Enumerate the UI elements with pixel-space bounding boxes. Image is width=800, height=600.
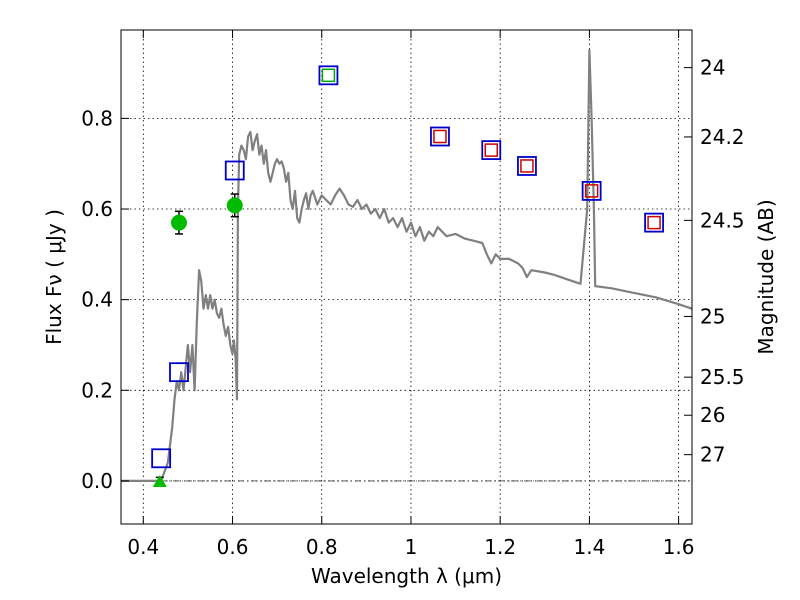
square-marker [517, 156, 537, 176]
x-tick-label: 1 [405, 535, 418, 559]
square-marker [433, 129, 447, 144]
right-tick-label: 24.2 [700, 125, 745, 149]
right-tick-label: 24.5 [700, 208, 745, 232]
y-tick-label: 0.2 [81, 378, 113, 402]
right-tick-label: 24 [700, 56, 725, 80]
square-marker [644, 212, 664, 233]
right-tick-label: 25.5 [700, 365, 745, 389]
x-axis-label: Wavelength λ (μm) [311, 564, 502, 588]
square-marker [318, 65, 339, 86]
square-marker [647, 215, 661, 230]
square-marker [581, 180, 602, 201]
square-marker [169, 362, 189, 383]
plot-frame [120, 29, 693, 525]
y-tick-label: 0.0 [81, 469, 113, 493]
sed-model-line [121, 49, 693, 482]
y-tick-label: 0.4 [81, 288, 113, 312]
circle-marker [226, 197, 243, 214]
square-marker [584, 184, 599, 198]
x-tick-label: 1.2 [484, 535, 516, 559]
axes: 0.4 0.6 0.8 1 1.2 1.4 1.6 0.0 0.2 0.4 0.6 0.8 24 24.2… [81, 30, 745, 559]
square-marker [484, 143, 499, 157]
square-marker [224, 160, 245, 181]
x-tick-label: 0.4 [127, 535, 159, 559]
circle-marker [170, 214, 187, 231]
x-tick-label: 0.8 [306, 535, 338, 559]
right-tick-label: 26 [700, 403, 725, 427]
square-marker [520, 159, 534, 173]
x-tick-label: 1.4 [573, 535, 605, 559]
data-series [121, 49, 693, 487]
square-marker [430, 126, 450, 147]
square-marker [321, 68, 336, 83]
x-tick-label: 1.6 [663, 535, 695, 559]
square-marker [151, 448, 172, 469]
y-tick-label: 0.8 [81, 106, 113, 130]
right-tick-label: 27 [700, 443, 725, 467]
right-tick-label: 25 [700, 304, 725, 328]
square-marker [481, 140, 502, 161]
right-axis-label: Magnitude (AB) [754, 199, 778, 354]
y-tick-label: 0.6 [81, 197, 113, 221]
triangle-marker [152, 474, 167, 487]
x-tick-label: 0.6 [217, 535, 249, 559]
y-axis-label: Flux Fν ( μJy ) [42, 209, 66, 345]
grid [121, 30, 692, 524]
